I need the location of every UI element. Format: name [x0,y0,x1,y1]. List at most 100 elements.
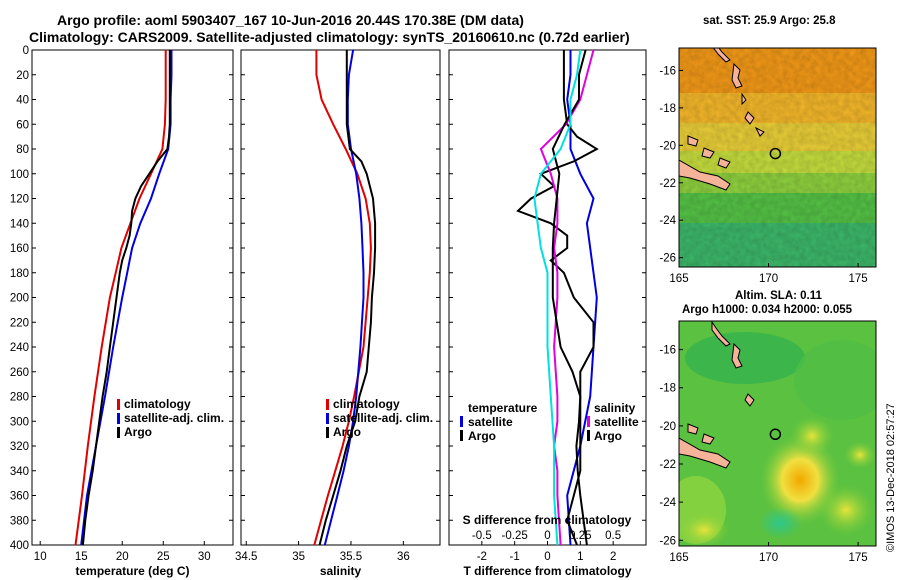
y-tick-label: 300 [10,416,29,428]
x-tick-label: 1 [577,551,583,563]
map-y-tick-label: -26 [659,535,676,547]
map-x-tick-label: 175 [848,552,867,564]
map-x-tick-label: 170 [759,552,778,564]
map-y-tick-label: -18 [659,103,676,115]
y-tick-label: 340 [10,466,29,478]
y-tick-label: 320 [10,441,29,453]
map-x-tick-label: 175 [848,273,867,285]
y-tick-label: 280 [10,392,29,404]
title-line-1: Argo profile: aoml 5903407_167 10-Jun-20… [57,12,524,28]
top-x-tick-label: -0.5 [472,530,492,542]
legend-swatch [326,399,329,410]
y-tick-label: 160 [10,243,29,255]
x-tick-label: 15 [75,551,88,563]
x-axis-label: temperature (deg C) [75,564,189,578]
plot-frame-temperature [31,49,234,546]
legend-swatch [117,427,120,438]
series-line-differences [551,49,588,546]
top-x-tick-label: -0.25 [502,530,528,542]
legend-swatch [460,416,463,427]
legend-entry: climatology [124,397,191,411]
x-tick-label: 35.5 [340,551,362,563]
sla-map-field [679,321,876,546]
argo-position-marker [769,147,782,160]
series-line-differences [566,50,598,546]
y-tick-label: 400 [10,540,29,552]
y-tick-label: 180 [10,268,29,280]
map-y-tick-label: -22 [659,459,676,471]
x-axis-label: T difference from climatology [463,564,631,578]
legend-swatch [117,413,120,424]
legend-swatch [326,413,329,424]
x-tick-label: 2 [610,551,616,563]
legend-entry: climatology [333,397,400,411]
map-x-tick-label: 165 [669,273,688,285]
map-y-tick-label: -16 [659,345,676,357]
title-line-2: Climatology: CARS2009. Satellite-adjuste… [29,29,630,45]
map-y-tick-label: -22 [659,178,676,190]
y-tick-label: 40 [16,95,29,107]
y-tick-label: 240 [10,342,29,354]
profile-panels: 0204060801001201401601802002202402602803… [10,45,647,578]
x-tick-label: -2 [477,551,487,563]
legend-entry: satellite [594,415,639,429]
map-y-tick-label: -24 [659,215,676,227]
top-x-tick-label: 0.25 [569,530,591,542]
top-axis-label: S difference from climatology [463,513,632,527]
map-y-tick-label: -18 [659,383,676,395]
y-tick-label: 360 [10,491,29,503]
panel-salinity: 34.5 35 35.5 36 salinity climatologysatellite… [235,49,441,578]
series-line-differences [533,49,582,546]
map-axes-sst_map: 165 170 175 -16 -18 -20 -22 -24 -26 [659,65,867,285]
map-y-tick-label: -24 [659,497,676,509]
legend-swatch [117,399,120,410]
y-tick-label: 20 [16,70,29,82]
legend-swatch [326,427,329,438]
panel-temperature: 0 20 40 60 80 100 120 140 160 180 200 220 240 260 280 3… [10,45,234,578]
map-y-tick-label: -16 [659,65,676,77]
y-tick-label: 120 [10,194,29,206]
y-tick-label: 100 [10,169,29,181]
legend-heading: temperature [468,401,538,415]
legend-swatch [587,430,590,441]
series-line-salinity [313,50,372,546]
legend-entry: satellite-adj. clim. [124,411,224,425]
legend-entry: satellite-adj. clim. [333,411,433,425]
y-tick-label: 220 [10,317,29,329]
legend-entry: Argo [594,429,622,443]
map-x-tick-label: 170 [759,273,778,285]
panel-differences: -2 -1 0 1 2T difference from climatology temp… [448,49,647,578]
x-tick-label: 35 [292,551,305,563]
x-tick-label: -1 [510,551,520,563]
x-axis-label: salinity [320,564,362,578]
sst-map-title: sat. SST: 25.9 Argo: 25.8 [703,15,836,27]
y-tick-label: 0 [23,45,29,57]
x-tick-label: 34.5 [235,551,257,563]
legend-swatch [587,416,590,427]
legend-entry: satellite [468,415,513,429]
y-tick-label: 80 [16,144,29,156]
x-tick-label: 30 [198,551,211,563]
map-axes-sla_map: 165 170 175 -16 -18 -20 -22 -24 -26 [659,345,867,564]
x-tick-label: 20 [116,551,129,563]
top-x-tick-label: 0 [544,530,550,542]
x-tick-label: 0 [544,551,550,563]
y-tick-label: 60 [16,119,29,131]
plot-frame-salinity [240,49,441,546]
map-y-tick-label: -20 [659,421,676,433]
top-x-tick-label: 0.5 [605,530,621,542]
map-axes: 165 170 175 -16 -18 -20 -22 -24 -26 165 170 175 -16 -… [659,65,867,564]
sla-map-frame [678,320,877,547]
map-y-tick-label: -26 [659,253,676,265]
legend-swatch [460,430,463,441]
y-tick-label: 200 [10,293,29,305]
x-tick-label: 36 [397,551,410,563]
x-tick-label: 10 [34,551,47,563]
sla-map-title-1: Altim. SLA: 0.11 [735,290,822,302]
legend-entry: Argo [124,425,152,439]
sla-map-title-2: Argo h1000: 0.034 h2000: 0.055 [682,304,853,316]
y-tick-label: 260 [10,367,29,379]
